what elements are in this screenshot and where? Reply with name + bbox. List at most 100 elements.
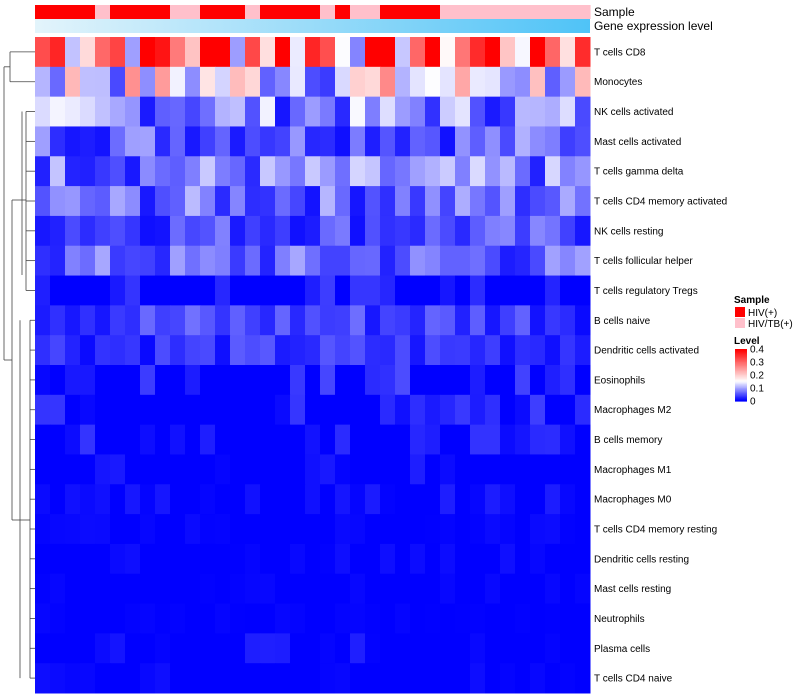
heatmap-cell xyxy=(485,245,501,277)
sample-annotation-cell xyxy=(290,5,306,19)
heatmap-cell xyxy=(335,96,351,127)
heatmap-cell xyxy=(425,663,441,694)
heatmap-cell xyxy=(50,66,66,98)
heatmap-cell xyxy=(410,484,426,515)
heatmap-cell xyxy=(320,454,336,485)
heatmap-cell xyxy=(200,514,216,545)
heatmap-cell xyxy=(290,215,306,247)
heatmap-cell xyxy=(140,335,156,366)
heatmap-cell xyxy=(245,245,261,277)
heatmap-cell xyxy=(80,484,96,515)
heatmap-cell xyxy=(50,245,66,277)
heatmap-cell xyxy=(440,514,456,545)
heatmap-cell xyxy=(80,156,96,187)
heatmap-cell xyxy=(215,424,231,455)
heatmap-cell xyxy=(110,215,126,247)
heatmap-cell xyxy=(170,275,186,306)
heatmap-cell xyxy=(200,394,216,426)
heatmap-cell xyxy=(245,543,261,575)
sample-annotation-cell xyxy=(110,5,126,19)
heatmap-cell xyxy=(575,603,591,634)
sample-annotation-cell xyxy=(470,5,486,19)
heatmap-cell xyxy=(470,424,486,455)
heatmap-cell xyxy=(500,305,516,336)
heatmap-cell xyxy=(530,37,546,68)
heatmap-cell xyxy=(50,275,66,306)
sample-annotation-cell xyxy=(515,5,531,19)
heatmap-cell xyxy=(560,424,576,455)
heatmap-cell xyxy=(470,603,486,634)
heatmap-cell xyxy=(185,126,201,157)
heatmap-cell xyxy=(65,633,81,664)
heatmap-cell xyxy=(530,156,546,187)
heatmap-cell xyxy=(50,424,66,455)
heatmap-cell xyxy=(350,484,366,515)
heatmap-cell xyxy=(575,156,591,187)
level-tick-label: 0.1 xyxy=(750,384,764,395)
heatmap-cell xyxy=(65,543,81,575)
heatmap-cell xyxy=(170,126,186,157)
heatmap-cell xyxy=(365,245,381,277)
heatmap-cell xyxy=(560,66,576,98)
heatmap-cell xyxy=(440,365,456,396)
heatmap-cell xyxy=(485,126,501,157)
heatmap-cell xyxy=(110,454,126,485)
heatmap-cell xyxy=(170,66,186,98)
heatmap-cell xyxy=(170,603,186,634)
heatmap-cell xyxy=(335,215,351,247)
heatmap-cell xyxy=(350,245,366,277)
heatmap-cell xyxy=(380,66,396,98)
heatmap-cell xyxy=(290,275,306,306)
heatmap-cell xyxy=(395,37,411,68)
sample-annotation-cell xyxy=(245,5,261,19)
heatmap-cell xyxy=(185,335,201,366)
heatmap-cell xyxy=(455,335,471,366)
heatmap-cell xyxy=(485,156,501,187)
heatmap-cell xyxy=(545,186,561,217)
heatmap-cell xyxy=(500,573,516,605)
row-label: T cells CD4 memory resting xyxy=(594,525,717,536)
heatmap-cell xyxy=(410,394,426,426)
heatmap-cell xyxy=(170,454,186,485)
heatmap-cell xyxy=(530,603,546,634)
heatmap-cell xyxy=(455,514,471,545)
heatmap-cell xyxy=(155,156,171,187)
heatmap-cell xyxy=(125,335,141,366)
heatmap-cell xyxy=(560,514,576,545)
sample-annotation-cell xyxy=(125,5,141,19)
heatmap-cell xyxy=(380,215,396,247)
heatmap-cell xyxy=(95,454,111,485)
heatmap-cell xyxy=(470,275,486,306)
heatmap-cell xyxy=(215,126,231,157)
heatmap-cell xyxy=(125,186,141,217)
heatmap-cell xyxy=(500,335,516,366)
heatmap-cell xyxy=(410,37,426,68)
sample-annotation-cell xyxy=(380,5,396,19)
row-label: Macrophages M1 xyxy=(594,465,672,476)
heatmap-cell xyxy=(530,514,546,545)
heatmap-cell xyxy=(440,215,456,247)
heatmap-cell xyxy=(95,573,111,605)
heatmap-cell xyxy=(335,37,351,68)
heatmap-cell xyxy=(125,126,141,157)
level-gradient-step xyxy=(735,397,747,399)
heatmap-cell xyxy=(290,156,306,187)
sample-annotation-cell xyxy=(365,5,381,19)
heatmap-cells xyxy=(35,37,591,694)
heatmap-cell xyxy=(65,484,81,515)
heatmap-cell xyxy=(275,66,291,98)
heatmap-cell xyxy=(215,156,231,187)
heatmap-cell xyxy=(80,454,96,485)
legend-entry-label: HIV/TB(+) xyxy=(748,319,793,330)
heatmap-cell xyxy=(275,156,291,187)
row-label: Mast cells activated xyxy=(594,137,681,148)
heatmap-cell xyxy=(200,275,216,306)
heatmap-cell xyxy=(125,514,141,545)
heatmap-cell xyxy=(305,633,321,664)
heatmap-cell xyxy=(80,573,96,605)
heatmap-cell xyxy=(125,633,141,664)
heatmap-cell xyxy=(125,305,141,336)
heatmap-cell xyxy=(155,365,171,396)
sample-annotation-cell xyxy=(425,5,441,19)
row-labels: T cells CD8 Monocytes NK cells activated Ma… xyxy=(594,47,727,684)
